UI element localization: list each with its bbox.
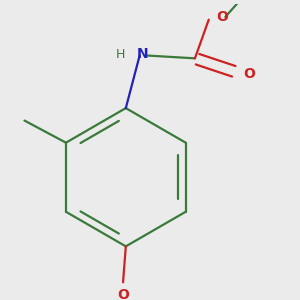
- Text: N: N: [136, 47, 148, 61]
- Text: O: O: [117, 288, 129, 300]
- Text: H: H: [116, 48, 125, 61]
- Text: O: O: [243, 67, 255, 80]
- Text: O: O: [217, 10, 229, 24]
